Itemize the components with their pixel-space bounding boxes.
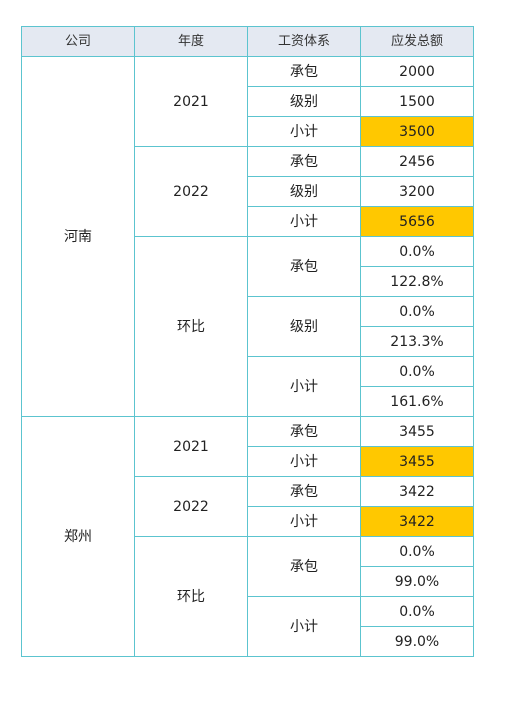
table-row: 122.8% (22, 266, 474, 297)
amount-cell: 1500 (360, 86, 474, 117)
table-row: 级别 3200 (22, 176, 474, 207)
table-row: 小计 0.0% (22, 596, 474, 657)
ratio-value-cell: 213.3% (360, 326, 474, 357)
salary-type-cell: 级别 (247, 86, 361, 117)
table-row: 环比 承包 0.0% (22, 236, 474, 417)
table-row: 郑州 2021 承包 3455 (21, 416, 474, 657)
ratio-cell: 环比 (134, 236, 248, 417)
year-cell: 2022 (134, 146, 248, 237)
ratio-value-cell: 0.0% (360, 296, 474, 327)
salary-type-cell: 承包 (247, 476, 361, 507)
subtotal-amount-cell: 3422 (360, 506, 474, 537)
salary-type-cell: 小计 (247, 356, 361, 417)
table-row: 小计 5656 (22, 206, 474, 237)
ratio-value-cell: 0.0% (360, 536, 474, 567)
header-row: 公司 年度 工资体系 应发总额 (21, 26, 474, 57)
ratio-value-cell: 122.8% (360, 266, 474, 297)
subtotal-amount-cell: 3500 (360, 116, 474, 147)
table-row: 小计 3500 (22, 116, 474, 147)
table-row: 小计 3455 (22, 446, 474, 477)
amount-cell: 3422 (360, 476, 474, 507)
ratio-value-cell: 99.0% (360, 626, 474, 657)
salary-type-cell: 小计 (247, 506, 361, 537)
table-row: 河南 2021 承包 2000 (21, 56, 474, 417)
amount-cell: 3200 (360, 176, 474, 207)
amount-cell: 3455 (360, 416, 474, 447)
salary-type-cell: 承包 (247, 536, 361, 597)
salary-type-cell: 承包 (247, 416, 361, 447)
amount-cell: 2456 (360, 146, 474, 177)
table-body: 河南 2021 承包 2000 级别 1500 小计 3500 2022 承包 2456 级别 3200… (21, 56, 474, 657)
header-company: 公司 (21, 26, 135, 57)
ratio-value-cell: 0.0% (360, 356, 474, 387)
table-header: 公司 年度 工资体系 应发总额 (21, 26, 474, 57)
salary-type-cell: 小计 (247, 116, 361, 147)
salary-type-cell: 承包 (247, 56, 361, 87)
header-total-payable: 应发总额 (360, 26, 474, 57)
table-row: 小计 0.0% (22, 356, 474, 417)
salary-type-cell: 小计 (247, 596, 361, 657)
year-cell: 2021 (134, 416, 248, 477)
subtotal-amount-cell: 3455 (360, 446, 474, 477)
table-row: 级别 1500 (22, 86, 474, 117)
year-cell: 2022 (134, 476, 248, 537)
subtotal-amount-cell: 5656 (360, 206, 474, 237)
salary-type-cell: 承包 (247, 236, 361, 297)
header-salary-system: 工资体系 (247, 26, 361, 57)
table-row: 环比 承包 0.0% (22, 536, 474, 657)
table-row: 小计 3422 (22, 506, 474, 537)
salary-type-cell: 小计 (247, 206, 361, 237)
table-row: 99.0% (22, 626, 474, 657)
salary-type-cell: 级别 (247, 176, 361, 207)
year-cell: 2021 (134, 56, 248, 147)
company-cell: 郑州 (21, 416, 135, 657)
table-row: 级别 0.0% (22, 296, 474, 357)
salary-type-cell: 承包 (247, 146, 361, 177)
table-row: 2022 承包 2456 (22, 146, 474, 237)
ratio-value-cell: 0.0% (360, 236, 474, 267)
header-year: 年度 (134, 26, 248, 57)
salary-report-table: 公司 年度 工资体系 应发总额 河南 2021 承包 2000 级别 1500 小计 3500… (21, 26, 474, 657)
ratio-value-cell: 161.6% (360, 386, 474, 417)
ratio-cell: 环比 (134, 536, 248, 657)
ratio-value-cell: 99.0% (360, 566, 474, 597)
amount-cell: 2000 (360, 56, 474, 87)
ratio-value-cell: 0.0% (360, 596, 474, 627)
salary-type-cell: 小计 (247, 446, 361, 477)
salary-type-cell: 级别 (247, 296, 361, 357)
company-cell: 河南 (21, 56, 135, 417)
